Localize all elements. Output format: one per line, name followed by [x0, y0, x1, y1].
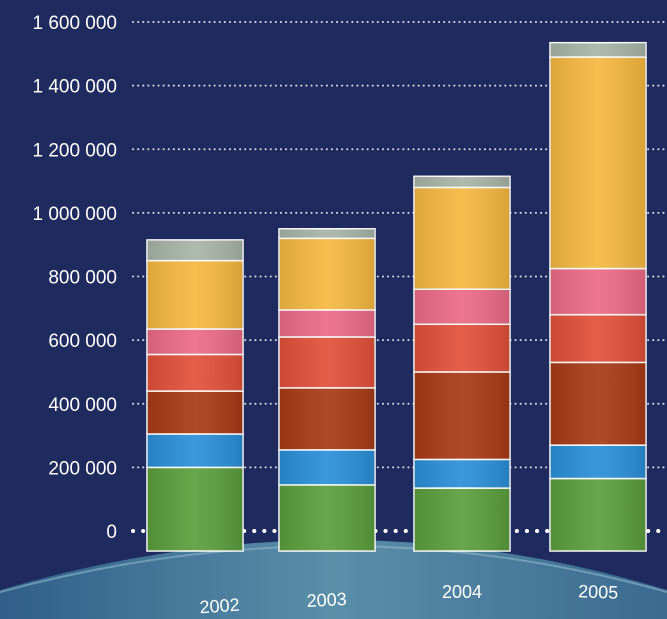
bar-segment-shade-2002-6 [147, 239, 243, 261]
y-tick-label-6: 1 200 000 [32, 140, 117, 161]
y-tick-label-0: 0 [106, 522, 117, 543]
bar-segment-shade-2005-2 [550, 362, 646, 446]
y-tick-label-1: 200 000 [48, 458, 117, 479]
bar-segment-shade-2002-4 [147, 328, 243, 355]
bar-segment-shade-2004-3 [414, 324, 510, 372]
earth-horizon [0, 540, 667, 619]
bar-segment-shade-2005-1 [550, 445, 646, 479]
x-category-label-2005: 2005 [578, 581, 619, 602]
bar-segment-shade-2003-4 [279, 309, 375, 337]
x-category-label-2004: 2004 [442, 582, 482, 602]
bar-segment-shade-2002-0 [147, 467, 243, 551]
bar-2003 [278, 228, 376, 552]
y-axis-tick-labels: 0 200 000 400 000 600 000 800 000 1 000 000 1 … [32, 13, 117, 543]
bar-segment-shade-2005-3 [550, 314, 646, 363]
bar-segment-shade-2003-1 [279, 449, 375, 485]
bar-segment-shade-2003-5 [279, 238, 375, 310]
bar-segment-shade-2003-2 [279, 387, 375, 450]
bar-segment-shade-2004-2 [414, 371, 510, 460]
bar-segment-shade-2005-4 [550, 268, 646, 315]
x-axis-category-labels: 2002 2003 2004 2005 [199, 581, 619, 617]
bar-2002 [146, 239, 244, 552]
bar-segment-shade-2004-6 [414, 176, 510, 188]
x-category-label-2003: 2003 [306, 589, 347, 611]
bar-segment-shade-2004-1 [414, 459, 510, 489]
bar-segment-shade-2002-5 [147, 260, 243, 329]
y-tick-label-7: 1 400 000 [32, 77, 117, 98]
y-tick-label-3: 600 000 [48, 331, 117, 352]
bars [146, 41, 647, 552]
bar-segment-shade-2002-3 [147, 354, 243, 392]
x-category-label-2002: 2002 [199, 595, 240, 618]
bar-segment-shade-2003-3 [279, 336, 375, 388]
bar-segment-shade-2004-5 [414, 187, 510, 290]
bar-segment-shade-2004-0 [414, 488, 510, 551]
bar-2005 [549, 41, 647, 552]
bar-segment-shade-2002-2 [147, 391, 243, 434]
y-tick-label-2: 400 000 [48, 395, 117, 416]
bar-segment-shade-2005-0 [550, 478, 646, 551]
bar-segment-shade-2004-4 [414, 289, 510, 325]
bar-segment-shade-2003-6 [279, 228, 375, 239]
y-tick-label-8: 1 600 000 [32, 13, 117, 34]
bar-segment-shade-2002-1 [147, 433, 243, 468]
y-tick-label-4: 800 000 [48, 268, 117, 289]
y-tick-label-5: 1 000 000 [32, 204, 117, 225]
bar-segment-shade-2005-5 [550, 56, 646, 269]
bar-segment-shade-2005-6 [550, 42, 646, 57]
bar-segment-shade-2003-0 [279, 484, 375, 551]
bar-2004 [413, 175, 511, 552]
